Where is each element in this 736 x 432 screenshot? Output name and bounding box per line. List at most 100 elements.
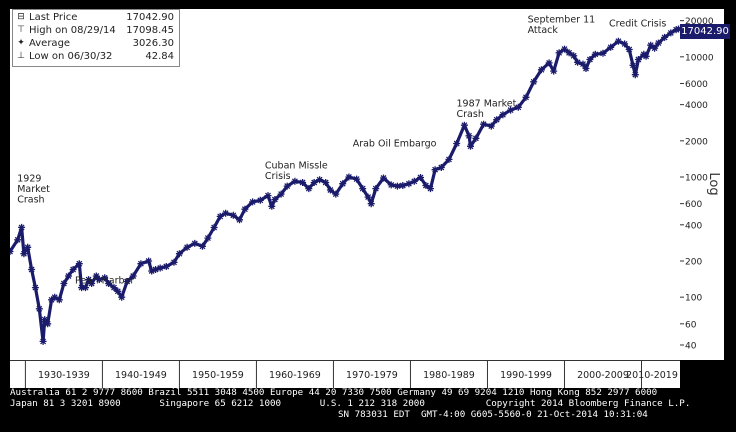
data-point-marker bbox=[55, 296, 63, 304]
data-point bbox=[256, 196, 264, 204]
data-point bbox=[316, 176, 324, 184]
annotation-label: Pearl Harbor bbox=[75, 275, 134, 286]
high-marker-icon: ⊤ bbox=[17, 25, 25, 35]
data-point-marker bbox=[472, 134, 480, 142]
annotation-label: September 11 Attack bbox=[528, 14, 596, 36]
data-point bbox=[399, 182, 407, 189]
data-point bbox=[530, 78, 538, 86]
data-point-marker bbox=[305, 185, 313, 193]
data-point-marker bbox=[222, 209, 230, 217]
data-point bbox=[642, 52, 650, 60]
data-point bbox=[241, 205, 249, 213]
data-point-marker bbox=[359, 185, 367, 193]
data-point-marker bbox=[31, 284, 39, 292]
data-point-marker bbox=[39, 337, 47, 345]
y-tick-label: 40 bbox=[685, 341, 697, 351]
legend-label: Last Price bbox=[29, 12, 78, 23]
data-point-marker bbox=[405, 180, 413, 188]
data-point bbox=[672, 26, 680, 34]
data-point bbox=[129, 272, 137, 280]
data-point-marker bbox=[431, 166, 439, 174]
data-point-marker bbox=[78, 284, 86, 292]
data-point-marker bbox=[437, 164, 445, 171]
data-point bbox=[95, 276, 103, 284]
data-point bbox=[310, 179, 318, 186]
data-point-marker bbox=[6, 248, 14, 255]
data-point-marker bbox=[236, 216, 243, 224]
data-point-marker bbox=[216, 212, 224, 220]
data-point bbox=[651, 44, 659, 52]
data-point bbox=[236, 216, 243, 224]
data-point-marker bbox=[467, 142, 474, 150]
average-marker-icon: ✦ bbox=[17, 38, 25, 48]
data-point-marker bbox=[162, 263, 170, 270]
data-point-marker bbox=[199, 242, 206, 250]
data-point bbox=[156, 264, 164, 272]
annotation-line: Crash bbox=[17, 194, 44, 205]
data-point-marker bbox=[44, 320, 52, 328]
data-point bbox=[249, 198, 257, 206]
data-point-marker bbox=[24, 243, 32, 251]
data-point bbox=[507, 106, 515, 114]
data-point-marker bbox=[204, 234, 212, 242]
data-point bbox=[191, 239, 199, 247]
data-point bbox=[85, 276, 93, 284]
legend-label: Low on 06/30/32 bbox=[29, 51, 113, 62]
data-point bbox=[522, 93, 530, 101]
data-point bbox=[222, 209, 230, 217]
y-tick-label: 10000 bbox=[685, 53, 714, 63]
y-tick-label: 1000 bbox=[685, 173, 708, 183]
y-tick-label: 6000 bbox=[685, 80, 708, 90]
data-point-marker bbox=[277, 190, 285, 198]
data-point bbox=[322, 179, 330, 186]
annotation-label: Arab Oil Embargo bbox=[353, 139, 437, 150]
data-point bbox=[574, 58, 582, 66]
data-point bbox=[48, 296, 56, 304]
data-point-marker bbox=[570, 52, 578, 60]
data-point-marker bbox=[51, 293, 59, 301]
legend-item-low: ⊥ Low on 06/30/32 42.84 bbox=[16, 51, 178, 64]
data-point bbox=[372, 185, 380, 193]
annotation-line: Crash bbox=[457, 109, 484, 120]
data-point-marker bbox=[283, 182, 291, 190]
data-point-marker bbox=[364, 193, 372, 201]
x-axis-strip: 1930-1939 1940-1949 1950-1959 1960-1969 1970… bbox=[10, 360, 680, 388]
data-point bbox=[437, 164, 445, 171]
data-point bbox=[114, 287, 122, 295]
data-point bbox=[170, 258, 178, 266]
data-point bbox=[631, 71, 639, 79]
data-point-marker bbox=[249, 198, 257, 206]
data-point-marker bbox=[152, 266, 160, 273]
y-tick-label: 4000 bbox=[685, 101, 708, 111]
annotation-label: 1929 Market Crash bbox=[17, 173, 50, 205]
data-point-marker bbox=[48, 296, 56, 304]
data-point bbox=[367, 200, 375, 208]
data-point-marker bbox=[299, 179, 307, 186]
data-point-marker bbox=[105, 280, 113, 287]
annotation-line: Attack bbox=[528, 25, 559, 36]
data-point bbox=[326, 186, 334, 194]
data-point-marker bbox=[607, 43, 615, 51]
data-point bbox=[210, 224, 218, 231]
data-point-marker bbox=[586, 56, 594, 63]
data-point-marker bbox=[65, 272, 72, 280]
data-point-marker bbox=[380, 174, 387, 182]
data-point bbox=[661, 33, 669, 41]
data-point-marker bbox=[372, 185, 380, 193]
x-tick-label: 2010-2019 bbox=[626, 370, 678, 381]
data-point bbox=[299, 179, 307, 186]
data-point bbox=[118, 293, 126, 301]
data-point-marker bbox=[537, 66, 545, 74]
annotation-line: 1987 Market bbox=[457, 98, 517, 109]
data-point-marker bbox=[123, 278, 131, 285]
data-point bbox=[60, 280, 68, 287]
data-point-marker bbox=[332, 190, 340, 198]
data-point-marker bbox=[101, 274, 109, 282]
data-point bbox=[359, 185, 367, 193]
data-point bbox=[339, 180, 347, 188]
data-point bbox=[65, 272, 72, 280]
data-point bbox=[380, 174, 387, 182]
annotation-line: 1929 bbox=[17, 173, 41, 184]
data-point-marker bbox=[310, 179, 318, 186]
annotation-line: Crisis bbox=[265, 171, 291, 182]
